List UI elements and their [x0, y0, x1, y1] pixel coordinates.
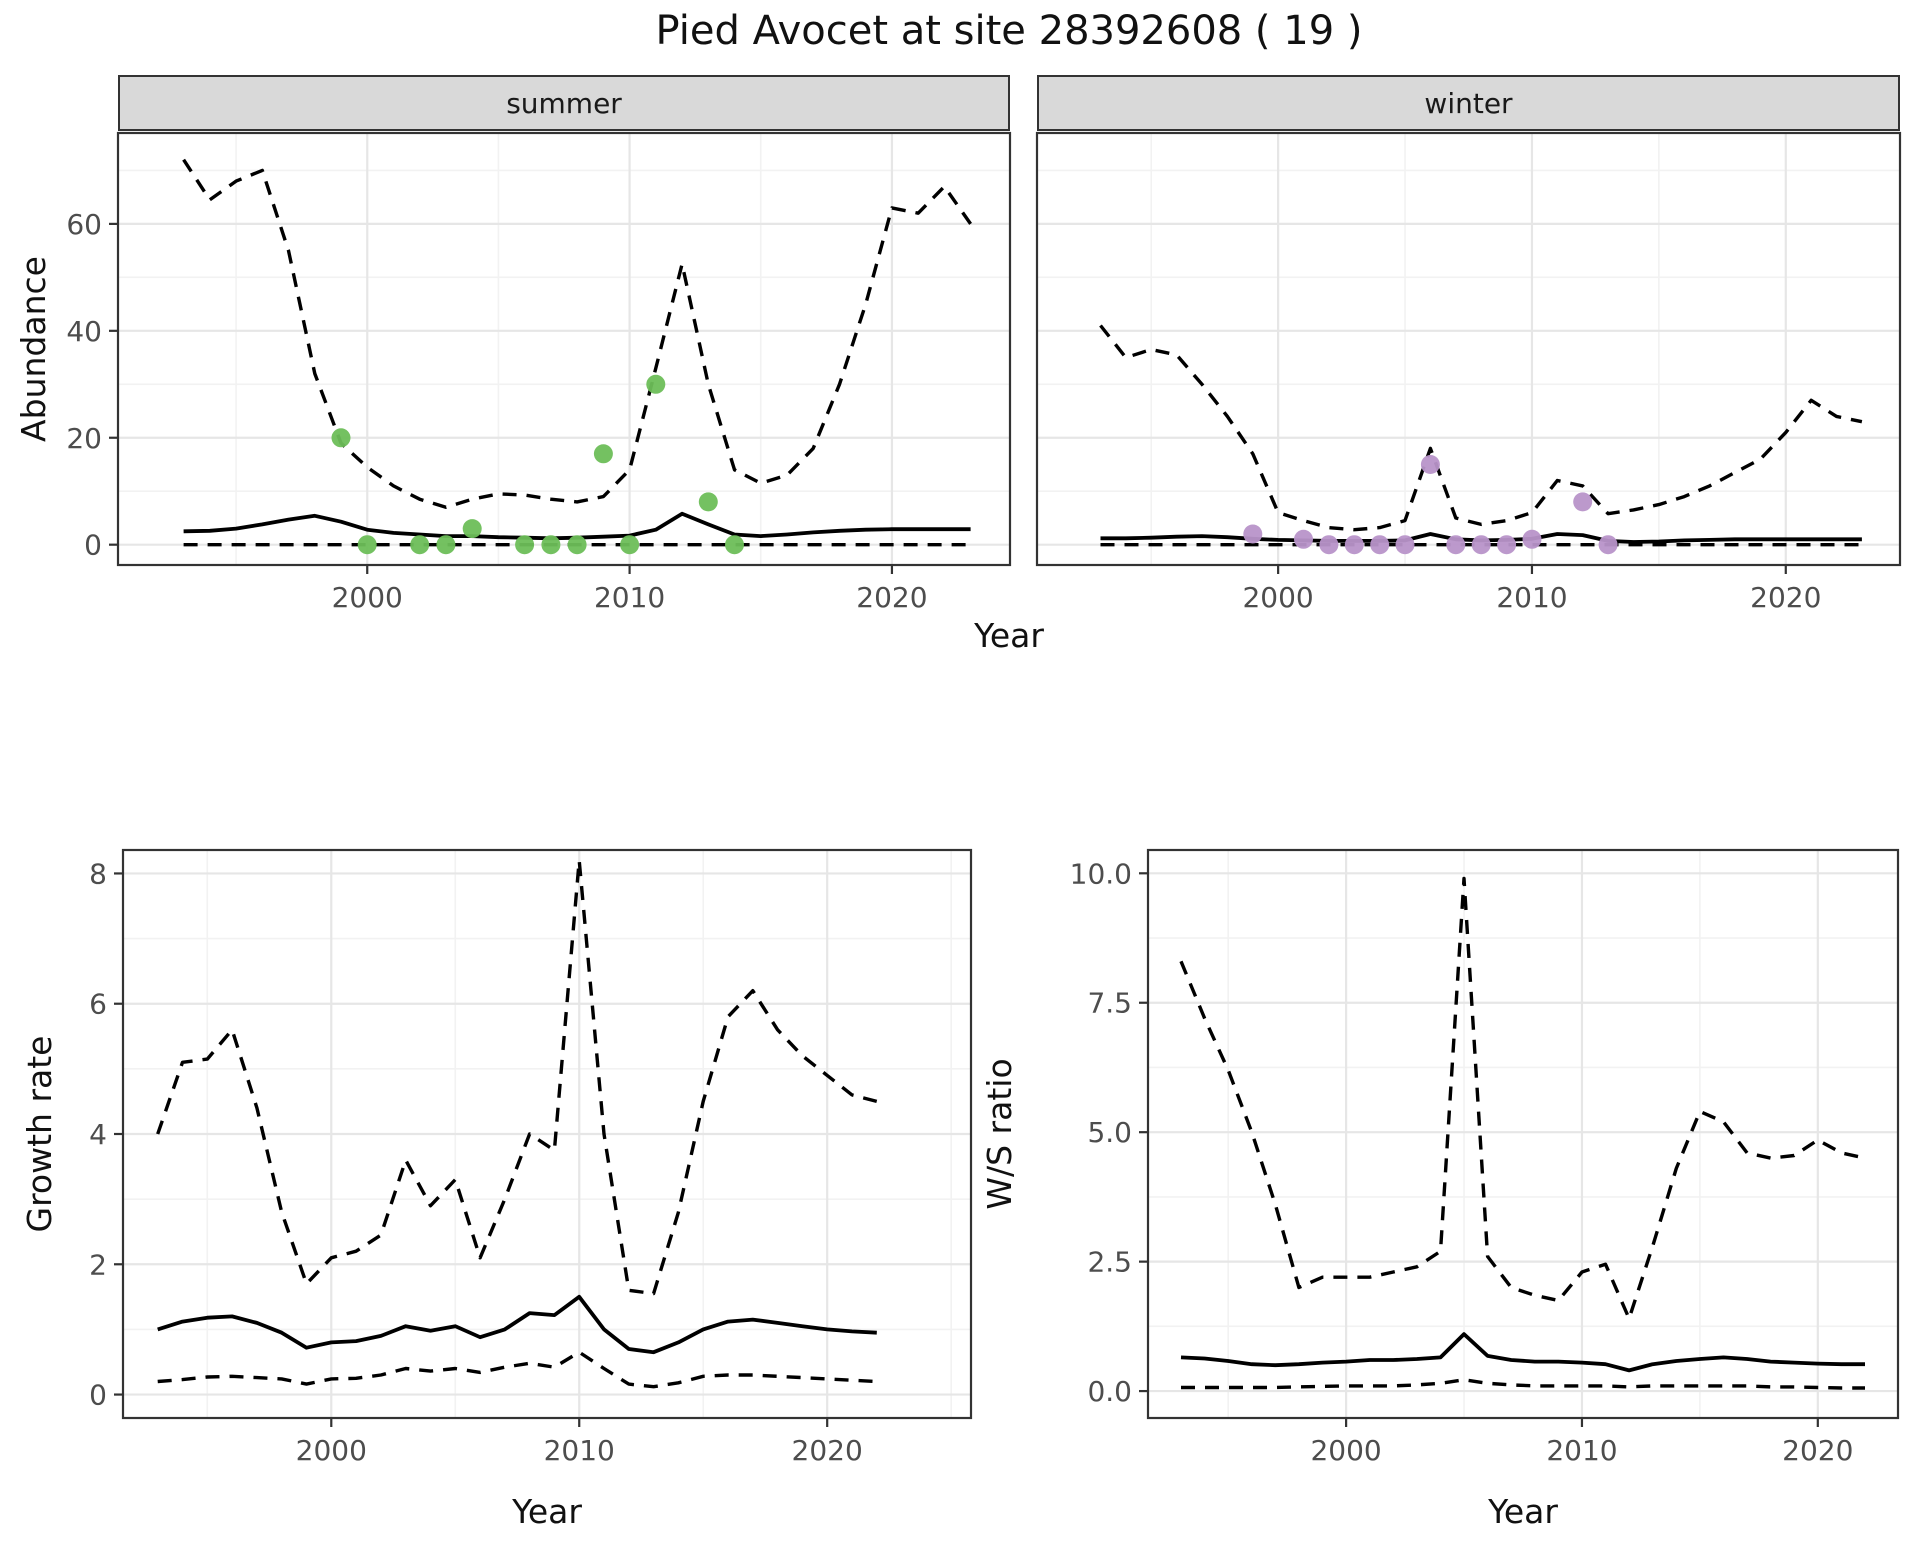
facet-strip-summer: summer [118, 75, 1010, 131]
observation-point [541, 535, 561, 555]
x-axis-title-year-top: Year [974, 616, 1044, 655]
series-estimate-line [1180, 1332, 1865, 1373]
observation-point [567, 535, 587, 555]
observation-point [1243, 524, 1263, 544]
observation-point [436, 535, 456, 555]
observation-point [1344, 535, 1364, 555]
panel-growth_rate [123, 850, 971, 1418]
y-tick-label: 40 [66, 315, 102, 348]
series-estimate-line [183, 511, 971, 541]
observation-point [331, 428, 351, 448]
observation-point [646, 374, 666, 394]
y-tick-label: 2 [89, 1248, 107, 1281]
panel-abundance_winter [1037, 133, 1900, 565]
x-tick-label: 2010 [1496, 581, 1567, 614]
observation-point [462, 519, 482, 539]
y-tick-label: 20 [66, 422, 102, 455]
series-upper_95ci-dashed-line [1179, 876, 1866, 1321]
series-lower_95ci-dashed-line [157, 1350, 877, 1389]
observation-point [1598, 535, 1618, 555]
y-tick-label: 0.0 [1087, 1375, 1132, 1408]
x-tick-label: 2020 [1750, 581, 1821, 614]
y-tick-label: 6 [89, 988, 107, 1021]
observation-point [725, 535, 744, 555]
x-axis-title-year-ws: Year [1488, 1492, 1558, 1531]
observation-point [1294, 529, 1313, 549]
x-tick-label: 2020 [1782, 1434, 1853, 1467]
panel-abundance_summer [118, 133, 1010, 565]
x-axis-title-year-growth: Year [512, 1492, 582, 1531]
y-tick-label: 7.5 [1087, 987, 1132, 1020]
x-tick-label: 2000 [1242, 581, 1313, 614]
x-tick-label: 2020 [856, 581, 927, 614]
x-tick-label: 2000 [1310, 1434, 1381, 1467]
x-tick-label: 2000 [332, 581, 403, 614]
y-tick-label: 2.5 [1087, 1246, 1132, 1279]
panel-ws_ratio [1148, 850, 1898, 1418]
panel-border [116, 131, 1012, 567]
panel-border [1035, 131, 1902, 567]
observation-point [620, 535, 640, 555]
observation-point [1446, 535, 1466, 555]
facet-strip-summer-label: summer [506, 86, 622, 120]
x-tick-label: 2000 [296, 1434, 367, 1467]
observation-point [1497, 535, 1517, 555]
y-tick-label: 5.0 [1087, 1116, 1132, 1149]
observation-point [1420, 455, 1440, 474]
x-tick-label: 2010 [544, 1434, 615, 1467]
y-tick-label: 0 [84, 529, 102, 562]
observation-point [515, 535, 535, 555]
series-upper_95ci-dashed-line [1099, 324, 1863, 532]
observation-point [1319, 535, 1339, 555]
facet-strip-winter-label: winter [1424, 86, 1513, 120]
y-axis-title-growth-rate: Growth rate [20, 1035, 59, 1233]
figure-title: Pied Avocet at site 28392608 ( 19 ) [655, 8, 1363, 54]
y-tick-label: 0 [89, 1379, 107, 1412]
observation-point [1471, 535, 1491, 555]
observation-point [410, 535, 430, 555]
series-upper_95ci-dashed-line [156, 858, 878, 1296]
series-estimate-line [157, 1294, 877, 1355]
facet-strip-winter: winter [1037, 75, 1900, 131]
y-axis-title-ws-ratio: W/S ratio [980, 1058, 1019, 1210]
observation-point [1370, 535, 1390, 555]
y-tick-label: 8 [89, 857, 107, 890]
panel-border [1146, 848, 1900, 1420]
x-tick-label: 2020 [792, 1434, 863, 1467]
observation-point [357, 535, 377, 555]
y-axis-title-abundance: Abundance [14, 256, 53, 442]
y-tick-label: 4 [89, 1118, 107, 1151]
observation-point [1395, 535, 1415, 555]
observation-point [1573, 492, 1593, 512]
y-tick-label: 10.0 [1070, 857, 1132, 890]
x-tick-label: 2010 [1546, 1434, 1617, 1467]
observation-point [1522, 529, 1542, 549]
observation-point [698, 492, 718, 512]
y-tick-label: 60 [66, 208, 102, 241]
series-upper_95ci-dashed-line [182, 158, 972, 509]
x-tick-label: 2010 [594, 581, 665, 614]
series-lower_95ci-dashed-line [1181, 1377, 1865, 1390]
observation-point [593, 444, 613, 464]
